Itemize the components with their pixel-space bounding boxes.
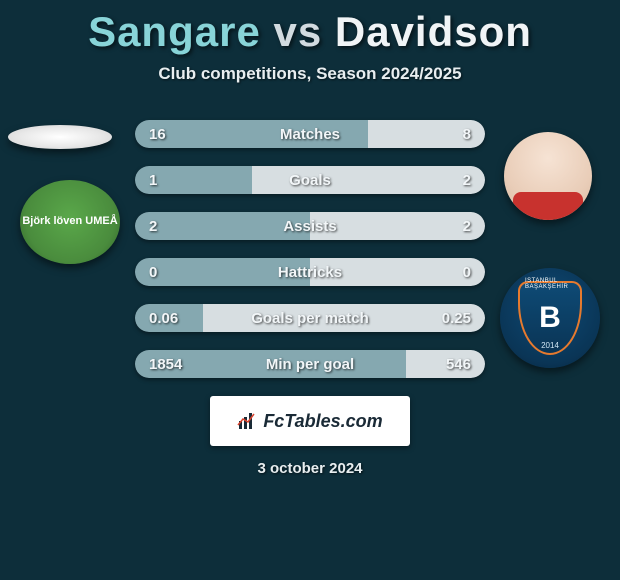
stat-row: 0 Hattricks 0	[135, 258, 485, 286]
stat-label: Goals	[289, 172, 331, 189]
vs-label: vs	[273, 8, 322, 55]
stat-value-right: 2	[463, 218, 471, 235]
player2-crest-ribbon: ISTANBUL BAŞAKŞEHİR	[525, 278, 575, 290]
stat-bar-right-fill	[252, 166, 485, 194]
stat-value-right: 8	[463, 126, 471, 143]
player1-avatar	[8, 125, 112, 149]
player2-crest-year: 2014	[541, 341, 559, 350]
stat-value-left: 1854	[149, 356, 182, 373]
branding-text: FcTables.com	[263, 411, 382, 432]
player1-crest-text: Björk löven UMEÅ	[22, 216, 117, 228]
stat-value-right: 0.25	[442, 310, 471, 327]
stat-row: 0.06 Goals per match 0.25	[135, 304, 485, 332]
player2-crest-letter: B	[539, 301, 561, 335]
stat-value-left: 0	[149, 264, 157, 281]
comparison-title: Sangare vs Davidson	[0, 0, 620, 56]
player2-name: Davidson	[335, 8, 532, 55]
stat-row: 2 Assists 2	[135, 212, 485, 240]
stat-value-left: 2	[149, 218, 157, 235]
stat-label: Goals per match	[251, 310, 369, 327]
stat-label: Matches	[280, 126, 340, 143]
player1-name: Sangare	[88, 8, 261, 55]
stat-value-left: 16	[149, 126, 166, 143]
stat-value-left: 1	[149, 172, 157, 189]
stats-table: 16 Matches 8 1 Goals 2 2 Assists 2 0 Hattricks 0 0.0…	[135, 120, 485, 378]
stat-value-left: 0.06	[149, 310, 178, 327]
stat-label: Min per goal	[266, 356, 354, 373]
stat-label: Hattricks	[278, 264, 342, 281]
player2-avatar	[504, 132, 592, 220]
branding-badge[interactable]: FcTables.com	[210, 396, 410, 446]
date-label: 3 october 2024	[0, 460, 620, 477]
stat-row: 1 Goals 2	[135, 166, 485, 194]
player1-club-crest: Björk löven UMEÅ	[20, 180, 120, 264]
player2-club-crest: ISTANBUL BAŞAKŞEHİR B 2014	[500, 268, 600, 368]
stat-value-right: 546	[446, 356, 471, 373]
subtitle: Club competitions, Season 2024/2025	[0, 64, 620, 84]
stat-value-right: 2	[463, 172, 471, 189]
stat-row: 1854 Min per goal 546	[135, 350, 485, 378]
chart-icon	[237, 411, 257, 431]
player2-avatar-shirt	[513, 192, 583, 220]
stat-label: Assists	[283, 218, 336, 235]
stat-row: 16 Matches 8	[135, 120, 485, 148]
stat-value-right: 0	[463, 264, 471, 281]
